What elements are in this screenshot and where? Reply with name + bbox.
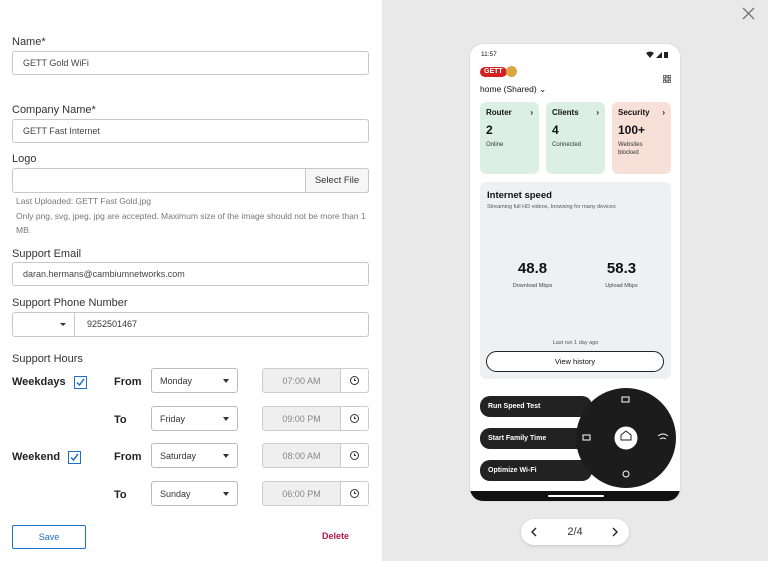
card-sub: Online [486,142,504,148]
speed-subtitle: Streaming full HD videos, browsing for m… [487,204,616,210]
country-dropdown[interactable] [12,312,75,337]
card-title-text: Security [618,108,650,117]
download-label: Download Mbps [512,283,553,289]
email-input[interactable]: daran.hermans@cambiumnetworks.com [12,262,369,286]
clock-button[interactable] [340,406,369,431]
view-history-button[interactable]: View history [486,351,664,372]
label: Support Email [12,248,82,260]
last-run: Last run 1 day ago [552,340,599,346]
pager: 2/4 [521,519,629,545]
save-button[interactable]: Save [12,525,86,549]
day-select[interactable]: Saturday [151,443,238,468]
location-text: home (Shared) [480,84,537,94]
day-select[interactable]: Sunday [151,481,238,506]
delete-button[interactable]: Delete [322,531,350,541]
nav-bar [470,491,680,501]
label: To [114,489,127,501]
action-button[interactable]: Run Speed Test [480,396,592,417]
label: From [114,451,142,463]
next-button[interactable] [611,527,619,537]
card-count: 2 [486,123,493,137]
select-file-button[interactable]: Select File [305,168,369,193]
card-title: Router › [486,108,533,117]
label: Name* [12,36,46,48]
summary-card[interactable]: Router › 2 Online [480,102,539,174]
day-select[interactable]: Monday [151,368,238,393]
summary-card[interactable]: Clients › 4 Connected [546,102,605,174]
speed-card: Internet speed Streaming full HD videos,… [480,182,671,379]
name-input[interactable]: GETT Gold WiFi [12,51,369,75]
status-time: 11:57 [481,51,497,58]
time-input[interactable]: 09:00 PM [262,406,341,431]
phone-value: 9252501467 [87,319,138,329]
download-value: 48.8 [517,260,548,277]
close-button[interactable] [742,7,755,20]
card-count: 4 [552,123,559,137]
grid-icon[interactable] [663,75,671,83]
day-value: Saturday [160,450,197,461]
speed-title: Internet speed [487,190,552,201]
label: From [114,376,142,388]
group-label: Weekdays [12,376,66,388]
upload-value: 58.3 [606,260,637,277]
time-input[interactable]: 08:00 AM [262,443,341,468]
label: Logo [12,153,37,165]
card-count: 100+ [618,123,646,137]
clock-button[interactable] [340,368,369,393]
clock-button[interactable] [340,481,369,506]
action-button[interactable]: Optimize Wi-Fi [480,460,592,481]
clock-button[interactable] [340,443,369,468]
company-input[interactable]: GETT Fast Internet [12,119,369,143]
time-input[interactable]: 06:00 PM [262,481,341,506]
nav-dial[interactable] [573,388,679,494]
day-select[interactable]: Friday [151,406,238,431]
status-icons [646,51,668,58]
day-value: Sunday [160,488,191,499]
helper-text: Last Uploaded: GETT Fast Gold.jpg [16,196,151,206]
card-title: Security › [618,108,665,117]
label: To [114,414,127,426]
checkbox[interactable] [74,376,87,389]
group-label: Weekend [12,451,61,463]
day-value: Friday [160,413,186,424]
card-title-text: Router [486,108,512,117]
pager-label: 2/4 [567,526,583,538]
helper-text: Only png, svg, jpeg, jpg are accepted. M… [16,211,366,235]
card-sub: Connected [552,142,582,148]
upload-label: Upload Mbps [605,283,638,289]
label: Support Hours [12,353,83,365]
label: Company Name* [12,104,96,116]
checkbox[interactable] [68,451,81,464]
location[interactable]: home (Shared) ⌄ [480,84,547,94]
card-title-text: Clients [552,108,579,117]
card-title: Clients › [552,108,599,117]
summary-card[interactable]: Security › 100+ Websites blocked [612,102,671,174]
phone-input[interactable] [12,312,369,337]
brand-logo: GETT [480,67,507,77]
time-input[interactable]: 07:00 AM [262,368,341,393]
action-button[interactable]: Start Family Time [480,428,592,449]
logo-mark [506,66,517,77]
prev-button[interactable] [530,527,538,537]
card-sub: Websites blocked [618,142,643,156]
phone-frame: 11:57 GETT home (Shared) ⌄ Router › 2 Onl… [469,43,681,502]
label: Support Phone Number [12,297,128,309]
day-value: Monday [160,375,193,386]
